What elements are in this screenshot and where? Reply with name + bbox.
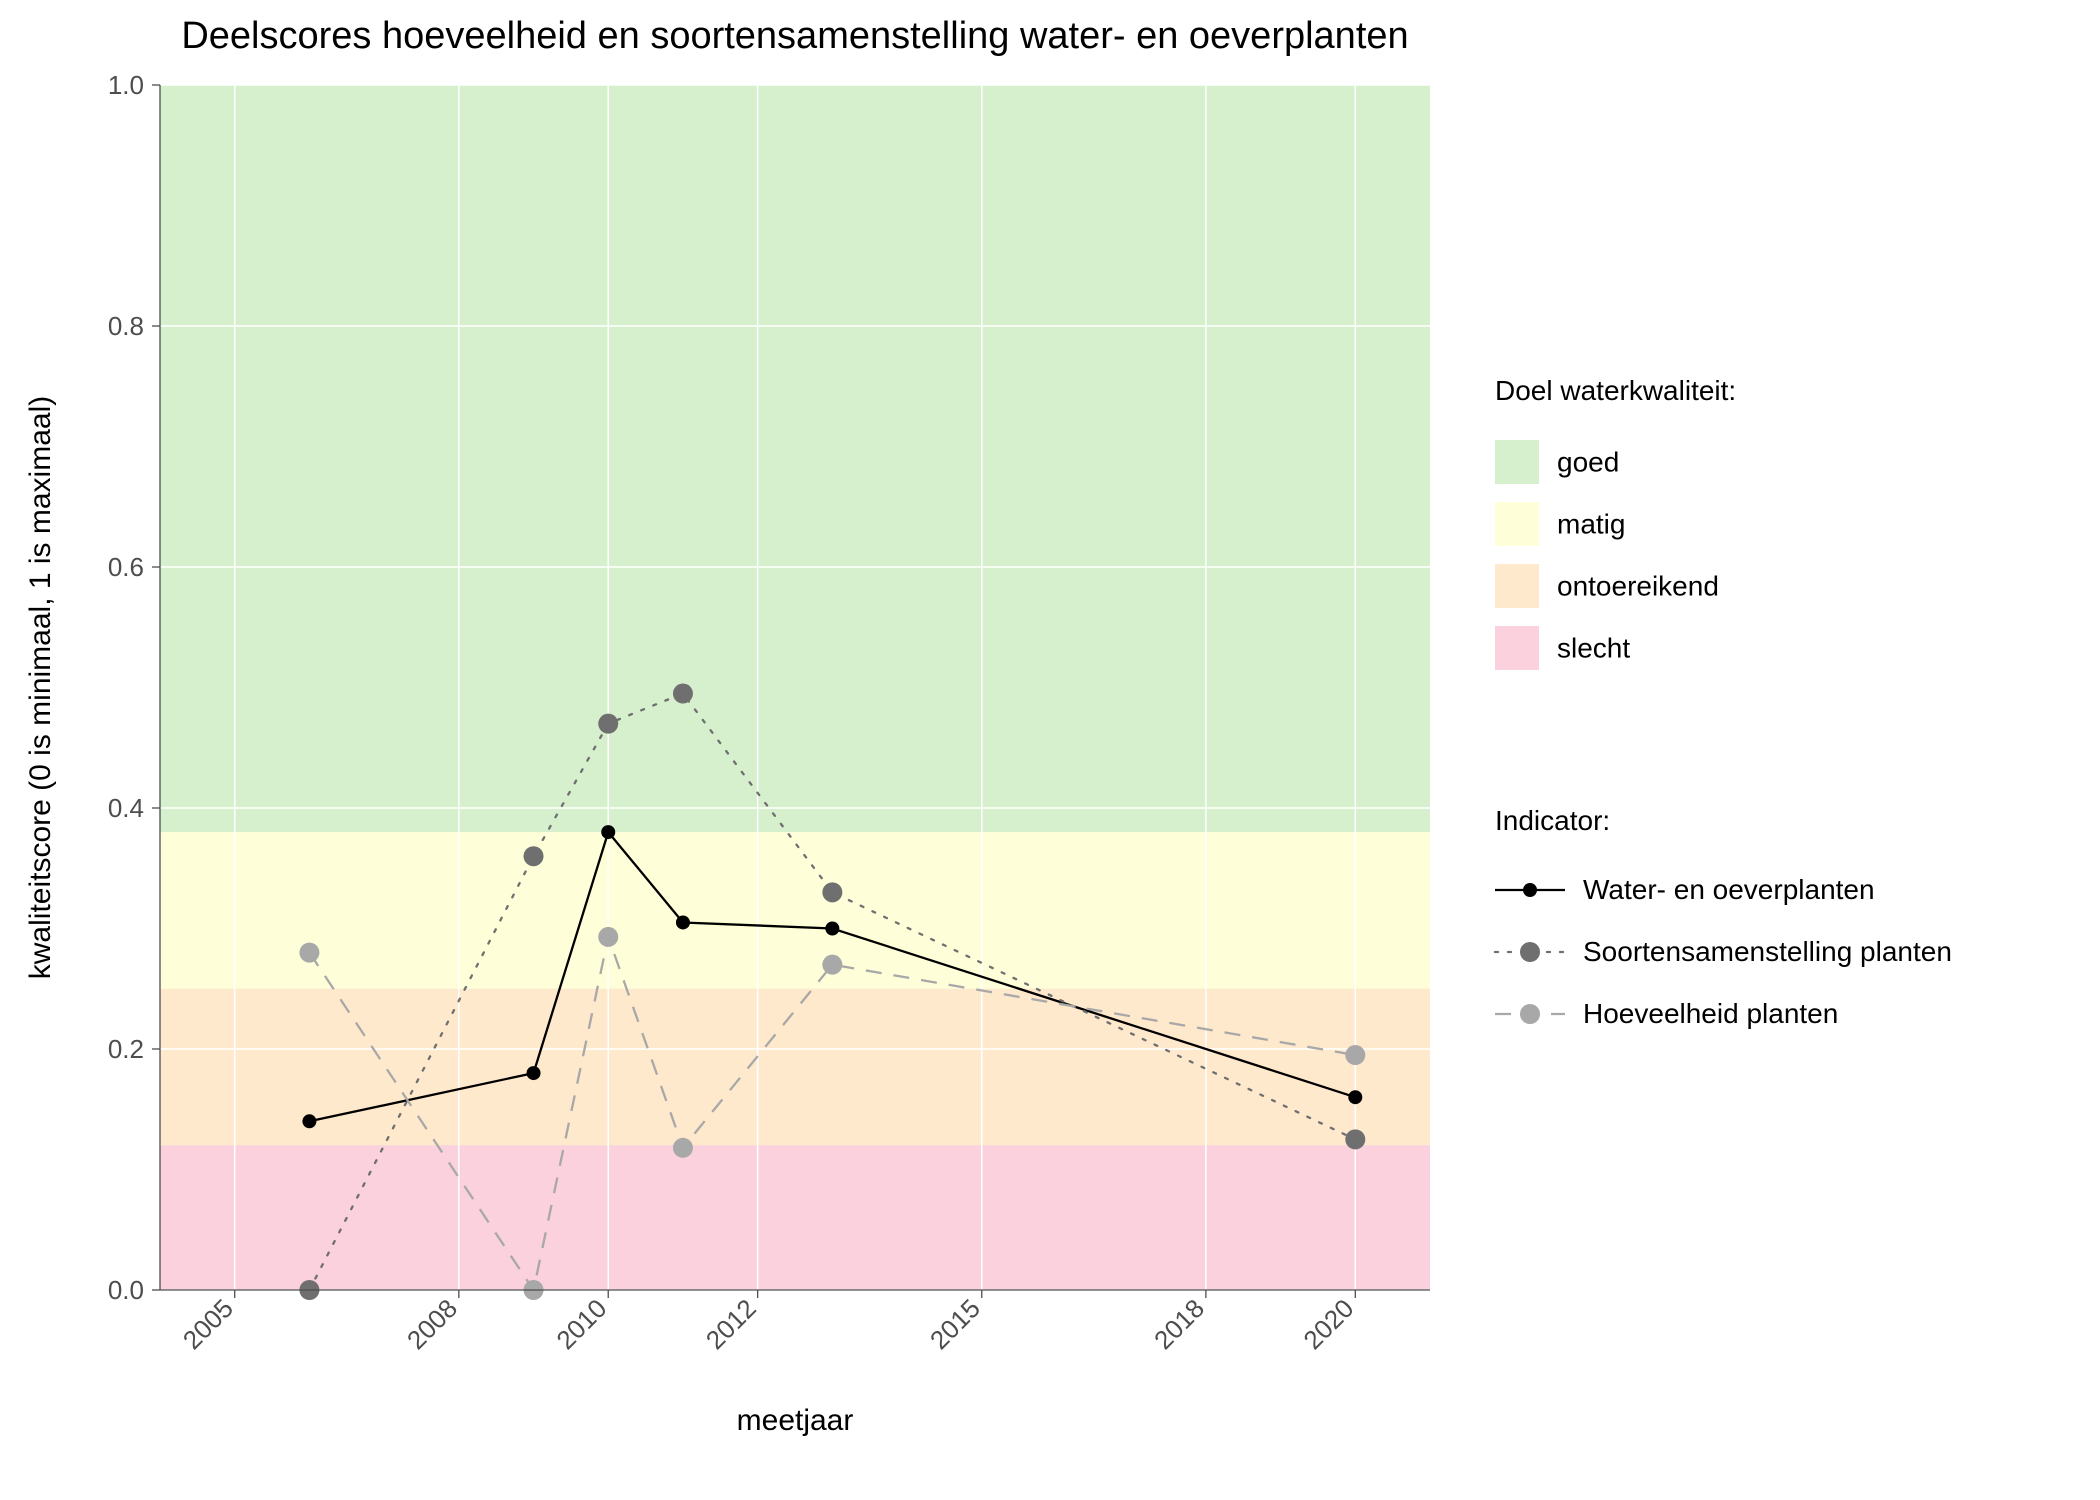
ytick-label: 0.2 [108,1034,144,1064]
ytick-label: 0.0 [108,1275,144,1305]
series-marker [302,1114,316,1128]
ytick-label: 0.6 [108,552,144,582]
series-marker [1348,1090,1362,1104]
legend-marker [1520,1004,1540,1024]
series-marker [598,714,618,734]
band-ontoereikend [160,989,1430,1146]
series-marker [299,943,319,963]
xtick-label: 2010 [550,1293,612,1355]
chart-title: Deelscores hoeveelheid en soortensamenst… [181,15,1408,57]
legend-swatch-ontoereikend [1495,564,1539,608]
series-marker [825,922,839,936]
legend-swatch-slecht [1495,626,1539,670]
legend-label-ontoereikend: ontoereikend [1557,571,1719,602]
xtick-label: 2008 [401,1293,463,1355]
ytick-label: 0.8 [108,311,144,341]
series-marker [527,1066,541,1080]
legend-marker [1523,883,1537,897]
band-matig [160,832,1430,989]
legend-label-matig: matig [1557,509,1625,540]
legend-label-slecht: slecht [1557,633,1630,664]
series-marker [524,846,544,866]
band-goed [160,85,1430,832]
legend-quality-title: Doel waterkwaliteit: [1495,375,1736,406]
legend-swatch-matig [1495,502,1539,546]
xtick-label: 2018 [1148,1293,1210,1355]
series-marker [1345,1045,1365,1065]
legend-series-label: Soortensamenstelling planten [1583,936,1952,967]
series-marker [1345,1129,1365,1149]
series-marker [598,927,618,947]
series-marker [601,825,615,839]
band-slecht [160,1145,1430,1290]
series-marker [673,1138,693,1158]
legend-series-label: Hoeveelheid planten [1583,998,1838,1029]
legend-indicator-title: Indicator: [1495,805,1610,836]
chart-container: 0.0 0.2 0.4 0.6 0.8 1.0 2005 2008 2010 2012 2015 20… [0,0,2100,1500]
legend-series-label: Water- en oeverplanten [1583,874,1875,905]
y-axis-label: kwaliteitscore (0 is minimaal, 1 is maxi… [24,396,57,979]
xtick-label: 2020 [1297,1293,1359,1355]
chart-svg: 0.0 0.2 0.4 0.6 0.8 1.0 2005 2008 2010 2012 2015 20… [0,0,2100,1500]
series-marker [822,955,842,975]
xtick-label: 2005 [177,1293,239,1355]
x-axis-label: meetjaar [737,1404,854,1437]
legend-swatch-goed [1495,440,1539,484]
series-marker [822,882,842,902]
series-marker [673,684,693,704]
xtick-label: 2012 [700,1293,762,1355]
ytick-label: 0.4 [108,793,144,823]
ytick-label: 1.0 [108,70,144,100]
legend-marker [1520,942,1540,962]
series-marker [676,915,690,929]
legend-label-goed: goed [1557,447,1619,478]
xtick-label: 2015 [924,1293,986,1355]
